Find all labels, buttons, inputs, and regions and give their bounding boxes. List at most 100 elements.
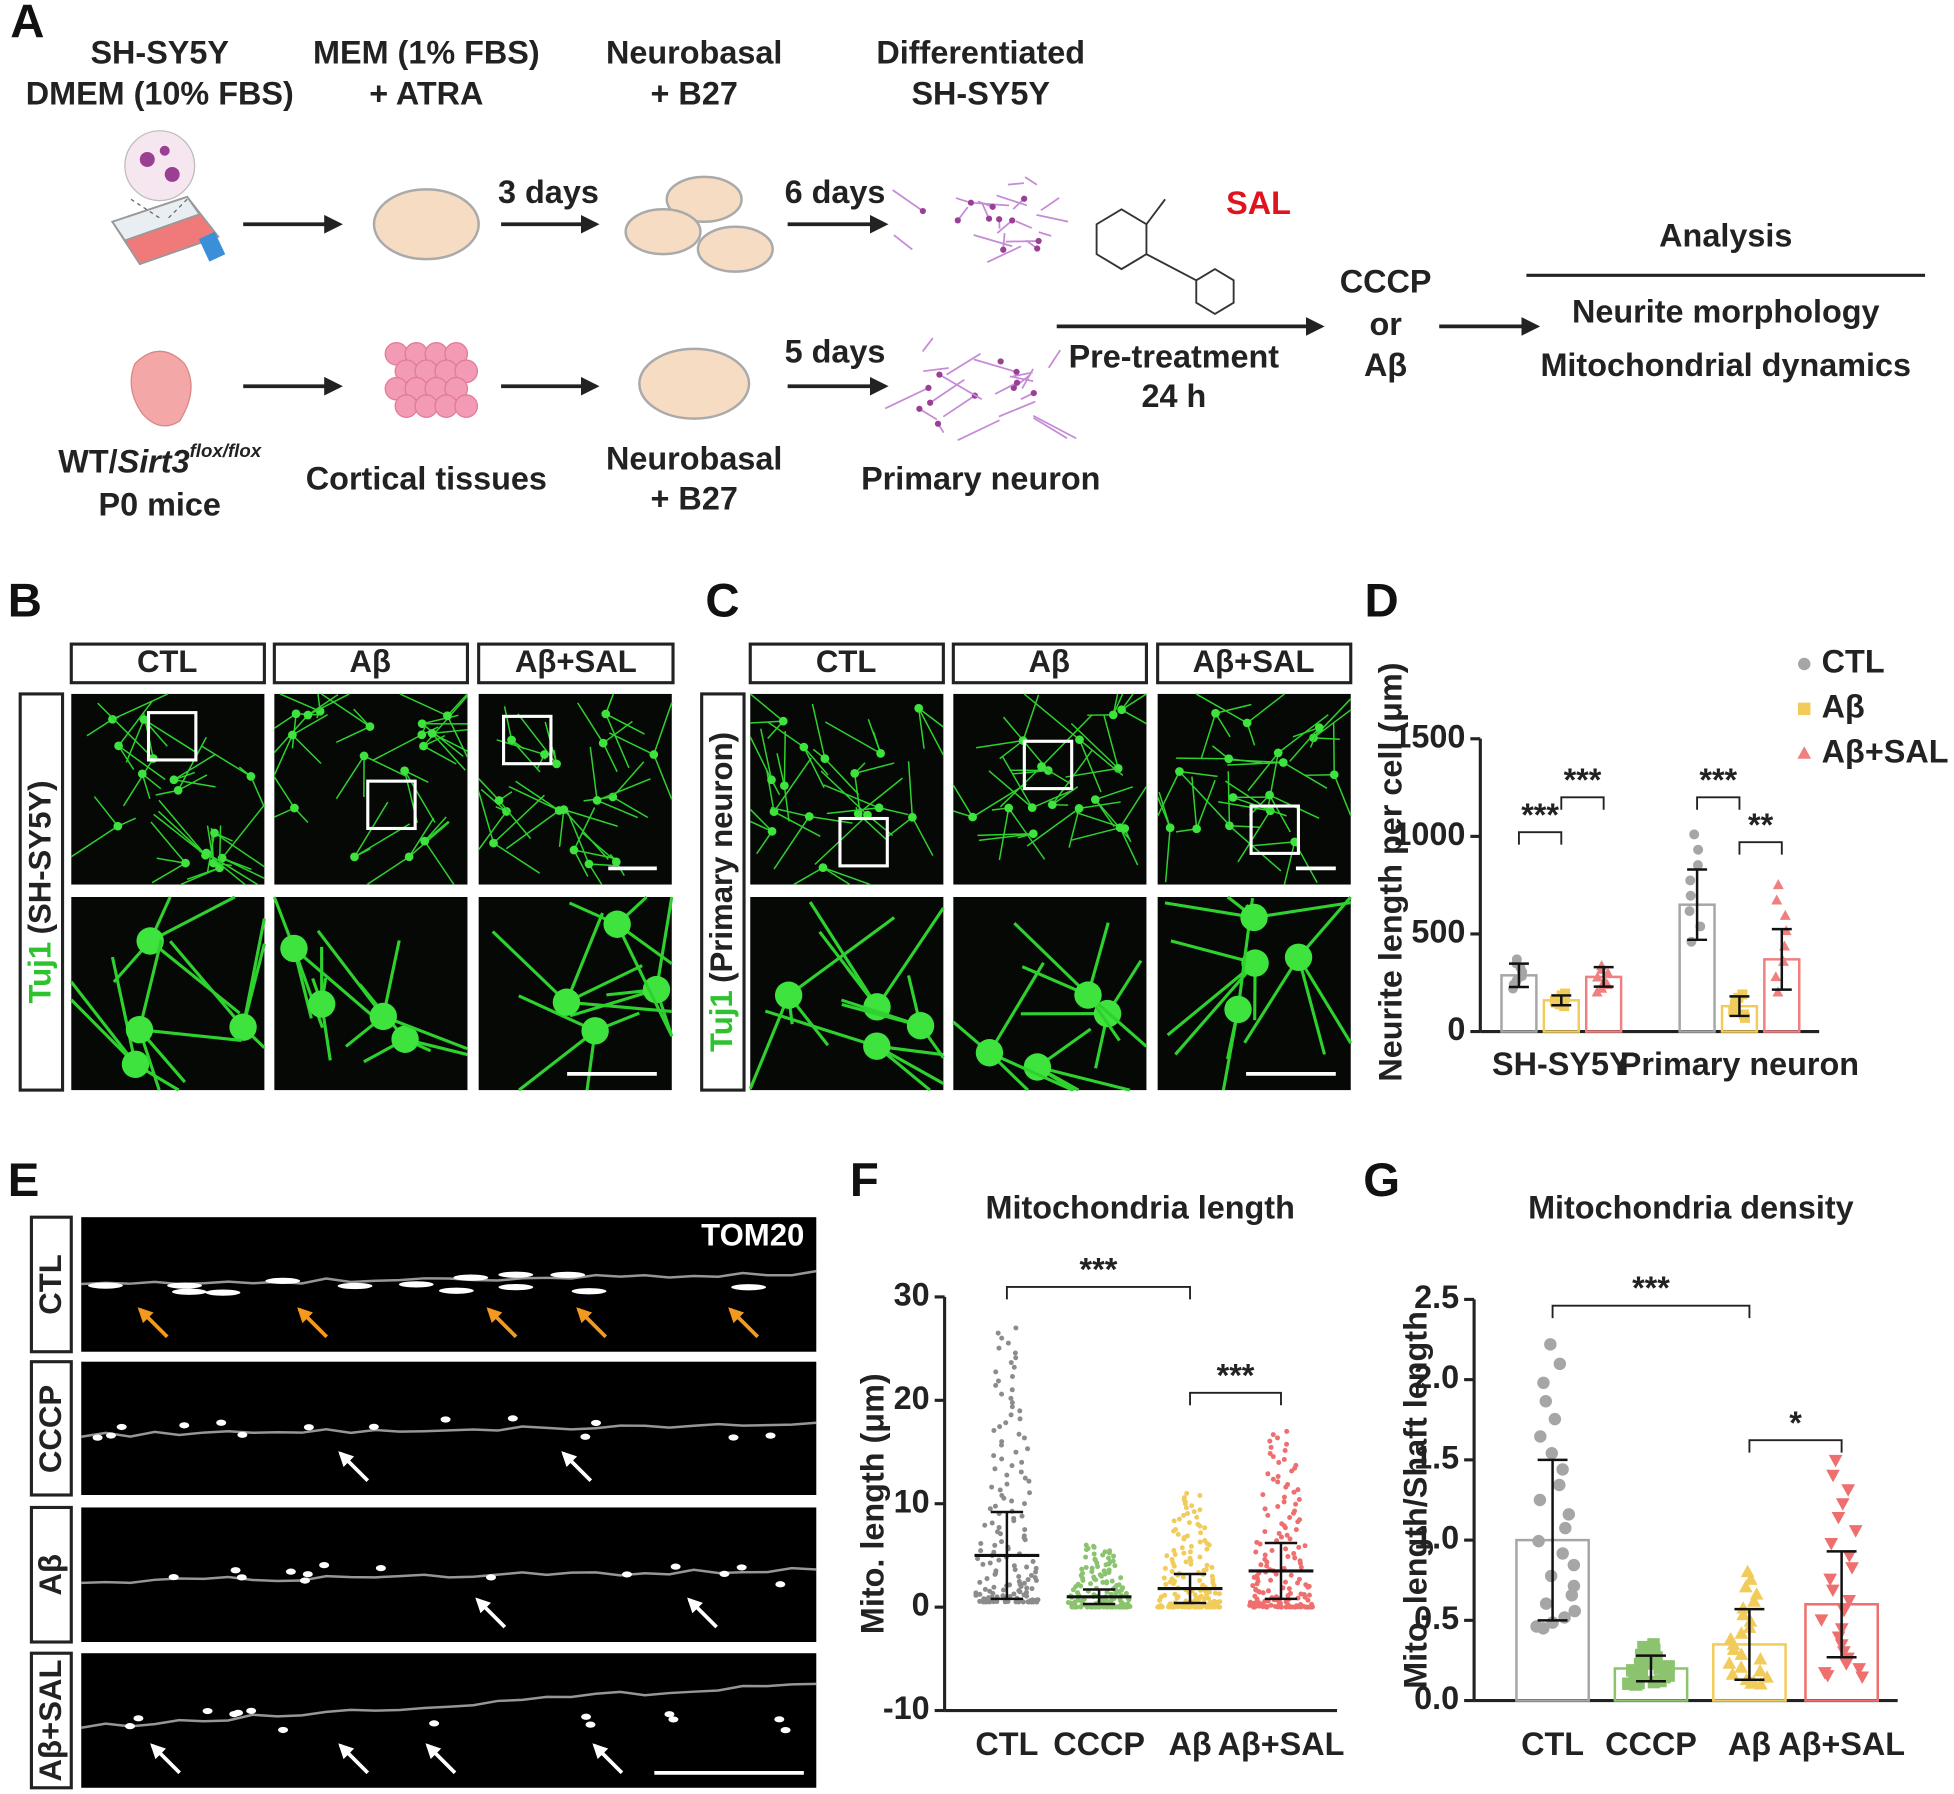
data-point: [1824, 1537, 1839, 1551]
soma: [507, 735, 516, 745]
label: Primary neuron: [861, 460, 1100, 496]
arrow: [297, 1307, 328, 1339]
neurite: [446, 693, 469, 717]
neurite: [1009, 375, 1034, 382]
data-point: [1008, 1395, 1014, 1401]
soma: [850, 769, 860, 778]
data-point: [1737, 989, 1748, 1000]
data-point: [1265, 1588, 1271, 1594]
label: + ATRA: [369, 75, 483, 111]
neurite: [998, 400, 1036, 418]
data-point: [1568, 1604, 1581, 1618]
data-point: [1203, 1566, 1209, 1572]
neurite: [952, 784, 974, 818]
duration: 6 days: [785, 174, 886, 210]
neurite: [612, 761, 645, 798]
mitochondrion: [368, 1423, 379, 1430]
data-point: [1033, 1565, 1039, 1571]
soma: [649, 750, 659, 759]
data-point: [1104, 1579, 1110, 1585]
y-tick-label: -10: [883, 1690, 930, 1726]
soma: [1030, 389, 1037, 397]
data-point: [1013, 1355, 1019, 1361]
data-point: [1292, 1508, 1298, 1514]
neurite: [558, 809, 565, 847]
data-point: [1201, 1603, 1207, 1609]
panel-label: G: [1363, 1154, 1400, 1207]
data-point: [1195, 1521, 1201, 1527]
neurite: [424, 816, 447, 842]
data-point: [994, 1529, 1000, 1535]
data-point: [1079, 1566, 1085, 1572]
neurite: [565, 964, 643, 1004]
neurite: [1228, 825, 1282, 872]
soma: [1075, 735, 1084, 745]
duration: 3 days: [498, 174, 599, 210]
data-point: [1686, 936, 1697, 947]
soma: [108, 714, 117, 724]
y-tick-label: 1000: [1393, 816, 1465, 852]
chart-title: Mitochondria length: [986, 1189, 1295, 1225]
cell: [139, 151, 155, 167]
data-point: [1183, 1559, 1189, 1565]
data-point: [1200, 1582, 1206, 1588]
neurite: [498, 799, 532, 840]
soma: [927, 399, 934, 406]
neurite: [70, 825, 119, 858]
soma: [173, 785, 183, 795]
neurite: [875, 907, 945, 1008]
condition: CCCP: [33, 1385, 68, 1473]
soma: [400, 766, 409, 776]
soma: [1278, 758, 1288, 767]
soma: [1329, 770, 1339, 780]
condition: Aβ+SAL: [515, 644, 637, 679]
data-point: [1024, 1564, 1030, 1570]
neurite: [1024, 176, 1038, 186]
neurite: [206, 832, 216, 873]
soma: [914, 703, 924, 713]
soma: [552, 759, 561, 769]
neurite: [366, 856, 410, 886]
soma: [1028, 829, 1038, 839]
error-bar: [1593, 965, 1614, 988]
data-point: [1029, 1586, 1035, 1592]
arrow: [728, 1307, 760, 1339]
data-point: [1012, 1350, 1018, 1356]
data-point: [1275, 1474, 1281, 1480]
error-bar: [1826, 1550, 1857, 1659]
neurite: [478, 778, 500, 801]
data-point: [993, 1369, 999, 1375]
data-point: [989, 1520, 995, 1526]
data-point: [1637, 1640, 1650, 1654]
data-point: [989, 1484, 995, 1490]
neurite: [1094, 799, 1131, 841]
neurite: [1292, 726, 1320, 738]
mitochondrion: [580, 1433, 591, 1440]
mitochondrion: [591, 1419, 601, 1427]
mitochondrion: [285, 1568, 296, 1575]
soma: [1035, 237, 1042, 245]
data-point: [1722, 1656, 1737, 1669]
error-bar: [990, 1510, 1024, 1601]
data-point: [1206, 1589, 1212, 1595]
data-point: [1169, 1576, 1175, 1582]
data-point: [975, 1556, 981, 1562]
neurite: [201, 745, 252, 778]
data-point: [1743, 1572, 1758, 1585]
neurite: [478, 811, 508, 851]
neurite: [1297, 956, 1326, 1055]
y-tick-label: 20: [894, 1380, 930, 1416]
data-point: [1029, 1572, 1034, 1578]
data-point: [1083, 1542, 1089, 1548]
data-point: [1184, 1490, 1190, 1496]
cell: [434, 394, 459, 418]
data-point: [1251, 1600, 1257, 1606]
data-point: [1684, 906, 1695, 917]
neurite: [221, 804, 265, 859]
data-point: [999, 1442, 1004, 1448]
neurite: [596, 799, 639, 819]
data-point: [1185, 1511, 1191, 1517]
data-point: [1288, 1572, 1294, 1578]
soma: [1242, 718, 1252, 728]
